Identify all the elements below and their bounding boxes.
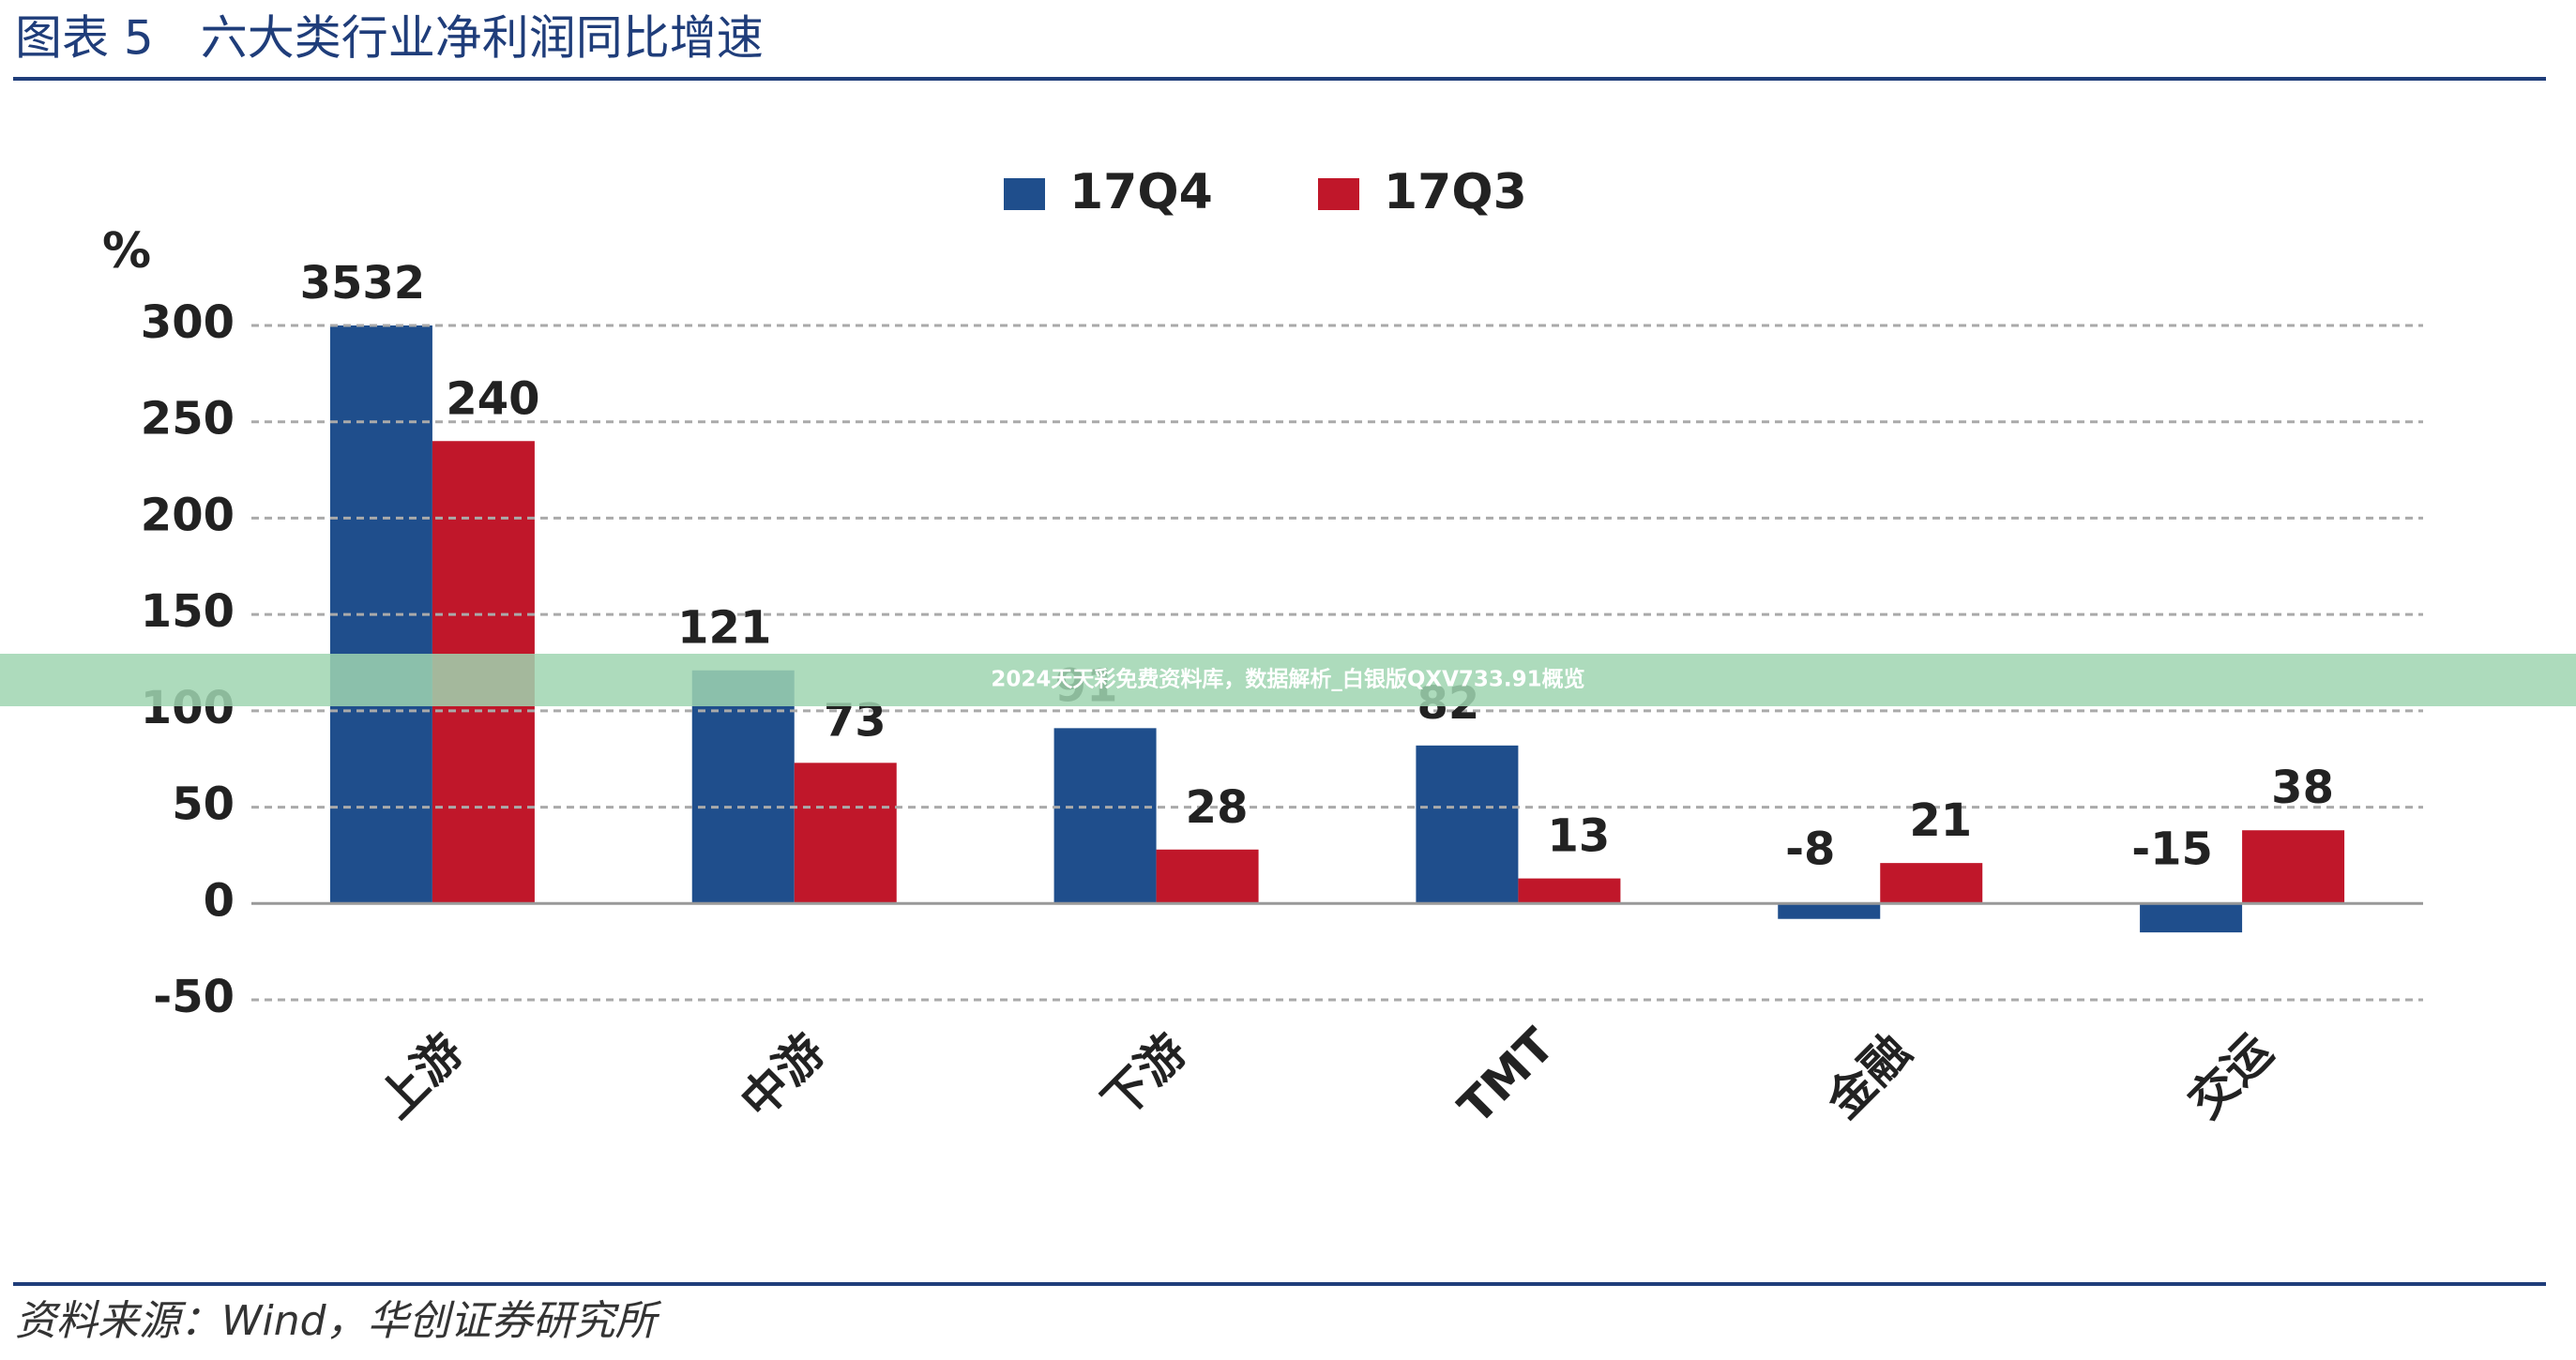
data-label: -8 xyxy=(1785,823,1835,875)
figure-title: 图表 5 六大类行业净利润同比增速 xyxy=(15,11,764,66)
y-tick-label: 200 xyxy=(141,489,235,541)
x-tick-label: 下游 xyxy=(1092,1024,1197,1129)
bar xyxy=(1880,863,1983,904)
data-label: 38 xyxy=(2271,762,2334,814)
y-tick-label: 300 xyxy=(141,296,235,349)
y-tick-label: 0 xyxy=(204,874,235,927)
bar xyxy=(1416,745,1519,904)
x-tick-label: 金融 xyxy=(1816,1024,1921,1129)
y-tick-label: 150 xyxy=(141,585,235,638)
source-note: 资料来源：Wind，华创证券研究所 xyxy=(15,1297,662,1345)
y-unit: % xyxy=(102,223,151,280)
data-label: 21 xyxy=(1909,794,1972,847)
bar xyxy=(794,763,897,904)
data-label: 121 xyxy=(677,602,771,655)
legend-label: 17Q3 xyxy=(1384,164,1527,220)
x-tick-label: TMT xyxy=(1448,1018,1565,1134)
bar xyxy=(2140,903,2243,933)
bar xyxy=(1156,849,1259,904)
data-label: 28 xyxy=(1186,781,1249,834)
data-label: 13 xyxy=(1548,810,1611,863)
x-tick-label: 交运 xyxy=(2178,1024,2283,1129)
bar xyxy=(691,670,795,904)
x-tick-label: 上游 xyxy=(369,1024,474,1129)
y-tick-label: -50 xyxy=(153,971,235,1023)
legend-label: 17Q4 xyxy=(1069,164,1213,220)
legend-swatch xyxy=(1004,178,1045,210)
banner-text: 2024天天彩免费资料库，数据解析_白银版QXV733.91概览 xyxy=(991,667,1584,692)
y-tick-label: 250 xyxy=(141,393,235,446)
bar xyxy=(1778,903,1881,919)
bar xyxy=(1518,878,1621,904)
bar xyxy=(1053,728,1157,904)
legend-swatch xyxy=(1318,178,1359,210)
bar xyxy=(2242,830,2345,904)
data-label: -15 xyxy=(2131,823,2213,875)
bar xyxy=(329,325,432,904)
banner xyxy=(0,654,2576,706)
data-label: 240 xyxy=(446,372,539,425)
data-label: 3532 xyxy=(300,257,426,310)
y-tick-label: 50 xyxy=(172,778,235,831)
x-tick-label: 中游 xyxy=(730,1024,835,1129)
